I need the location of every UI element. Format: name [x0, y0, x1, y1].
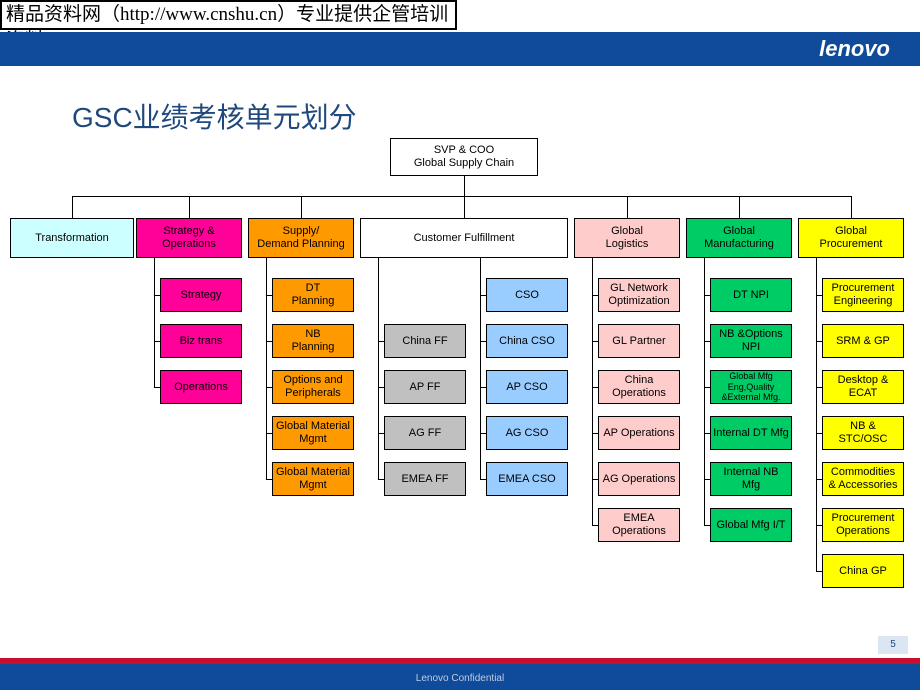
node-fulfillment-0: CSO: [486, 278, 568, 312]
node-procurement-3: NB &STC/OSC: [822, 416, 904, 450]
connector: [301, 196, 302, 218]
node-manufacturing-0: DT NPI: [710, 278, 792, 312]
node-fulfillment-2: AP CSO: [486, 370, 568, 404]
page-number: 5: [878, 636, 908, 654]
footer-text: Lenovo Confidential: [0, 673, 920, 684]
node-procurement-1: SRM & GP: [822, 324, 904, 358]
node-fulfillment-1: AP FF: [384, 370, 466, 404]
node-supply-2: Options andPeripherals: [272, 370, 354, 404]
node-manufacturing-3: Internal DT Mfg: [710, 416, 792, 450]
header-transformation: Transformation: [10, 218, 134, 258]
header-procurement: GlobalProcurement: [798, 218, 904, 258]
node-fulfillment-3: EMEA FF: [384, 462, 466, 496]
root-node: SVP & COOGlobal Supply Chain: [390, 138, 538, 176]
header-logistics: GlobalLogistics: [574, 218, 680, 258]
connector: [851, 196, 852, 218]
header-manufacturing: GlobalManufacturing: [686, 218, 792, 258]
node-procurement-0: ProcurementEngineering: [822, 278, 904, 312]
lenovo-logo: lenovo: [819, 36, 890, 62]
header-bar: lenovo: [0, 32, 920, 66]
connector: [627, 196, 628, 218]
connector: [189, 196, 190, 218]
node-logistics-5: EMEA Operations: [598, 508, 680, 542]
node-manufacturing-5: Global Mfg I/T: [710, 508, 792, 542]
connector: [266, 258, 267, 479]
node-manufacturing-2: Global MfgEng,Quality&External Mfg.: [710, 370, 792, 404]
node-logistics-2: China Operations: [598, 370, 680, 404]
node-logistics-4: AG Operations: [598, 462, 680, 496]
node-supply-1: NBPlanning: [272, 324, 354, 358]
node-fulfillment-1: China CSO: [486, 324, 568, 358]
connector: [378, 258, 379, 479]
node-strategy-2: Operations: [160, 370, 242, 404]
node-supply-0: DTPlanning: [272, 278, 354, 312]
node-fulfillment-0: China FF: [384, 324, 466, 358]
source-banner: 精品资料网（http://www.cnshu.cn）专业提供企管培训资料: [0, 0, 457, 30]
page-title: GSC业绩考核单元划分: [72, 96, 357, 136]
node-logistics-1: GL Partner: [598, 324, 680, 358]
node-fulfillment-3: AG CSO: [486, 416, 568, 450]
node-strategy-0: Strategy: [160, 278, 242, 312]
footer-bar: Lenovo Confidential: [0, 664, 920, 690]
connector: [464, 196, 465, 218]
connector: [464, 176, 465, 196]
node-strategy-1: Biz trans: [160, 324, 242, 358]
node-manufacturing-4: Internal NB Mfg: [710, 462, 792, 496]
node-manufacturing-1: NB &Options NPI: [710, 324, 792, 358]
node-procurement-5: ProcurementOperations: [822, 508, 904, 542]
node-logistics-0: GL NetworkOptimization: [598, 278, 680, 312]
header-strategy: Strategy &Operations: [136, 218, 242, 258]
connector: [704, 258, 705, 525]
header-fulfillment: Customer Fulfillment: [360, 218, 568, 258]
connector: [592, 258, 593, 525]
connector: [72, 196, 73, 218]
node-logistics-3: AP Operations: [598, 416, 680, 450]
header-supply: Supply/Demand Planning: [248, 218, 354, 258]
connector: [154, 258, 155, 387]
node-procurement-2: Desktop &ECAT: [822, 370, 904, 404]
node-supply-4: Global MaterialMgmt: [272, 462, 354, 496]
connector: [739, 196, 740, 218]
connector: [480, 258, 481, 479]
node-procurement-6: China GP: [822, 554, 904, 588]
node-procurement-4: Commodities& Accessories: [822, 462, 904, 496]
node-fulfillment-4: EMEA CSO: [486, 462, 568, 496]
node-fulfillment-2: AG FF: [384, 416, 466, 450]
node-supply-3: Global MaterialMgmt: [272, 416, 354, 450]
